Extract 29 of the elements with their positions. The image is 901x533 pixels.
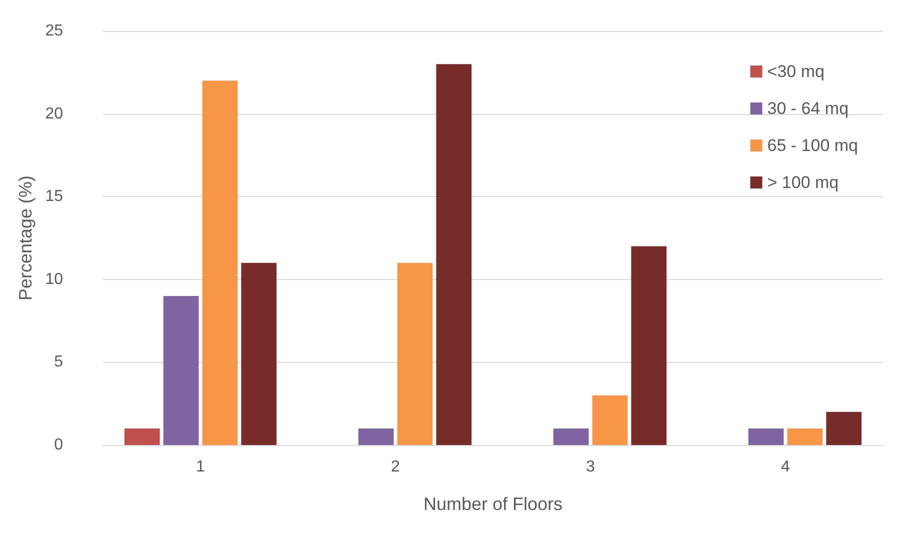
bar — [631, 246, 667, 445]
bar — [787, 428, 823, 445]
bar — [358, 428, 394, 445]
bar — [241, 262, 277, 445]
legend-label: > 100 mq — [767, 173, 839, 192]
legend-label: 30 - 64 mq — [767, 99, 849, 118]
y-tick-label: 25 — [45, 22, 64, 40]
y-tick-label: 10 — [45, 270, 64, 288]
bar — [202, 80, 238, 445]
y-axis-title: Percentage (%) — [15, 175, 36, 301]
legend-label: 65 - 100 mq — [767, 136, 858, 155]
bar — [592, 395, 628, 445]
y-tick-label: 15 — [45, 188, 64, 206]
legend-label: <30 mq — [767, 62, 824, 81]
y-tick-label: 20 — [45, 105, 64, 122]
bar — [436, 64, 472, 445]
x-tick-label: 3 — [586, 458, 596, 476]
x-tick-label: 4 — [781, 458, 790, 476]
bar — [826, 412, 862, 445]
bar — [124, 428, 160, 445]
bar — [397, 262, 433, 445]
bar — [748, 428, 784, 445]
y-tick-label: 5 — [54, 354, 64, 371]
bar — [553, 428, 589, 445]
x-tick-label: 2 — [391, 458, 400, 476]
bar — [163, 296, 199, 445]
x-axis-title: Number of Floors — [423, 494, 563, 514]
y-tick-label: 0 — [54, 436, 64, 454]
x-tick-label: 1 — [196, 458, 206, 476]
